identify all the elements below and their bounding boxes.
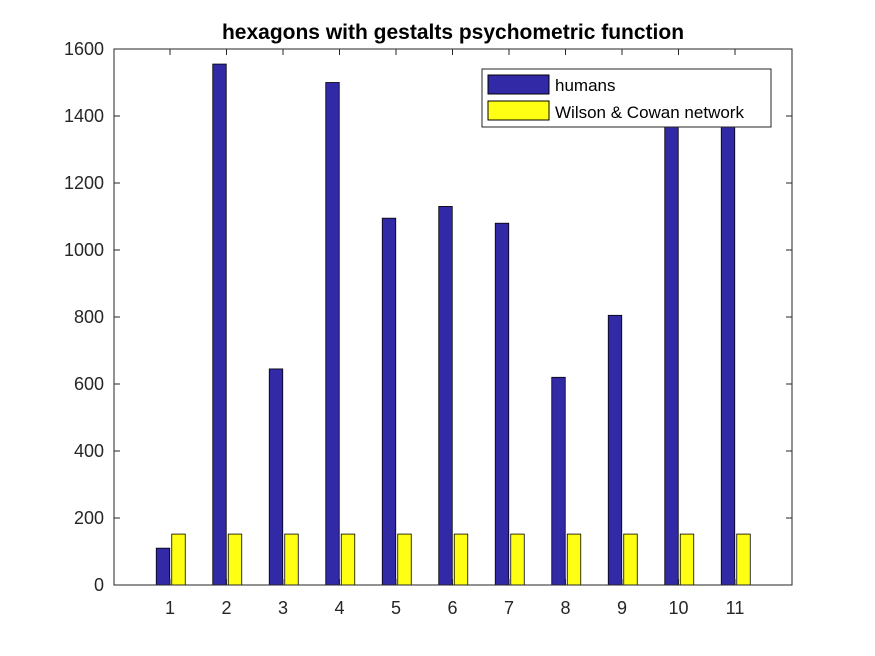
bar-wilson-cowan-7 [510, 533, 525, 586]
bar-wilson-cowan-9 [623, 533, 638, 586]
bar-humans-9 [607, 314, 623, 586]
y-tick-label-400: 400 [74, 441, 104, 461]
bar-humans-1 [155, 547, 171, 586]
x-tick-label-9: 9 [617, 598, 627, 618]
y-tick-label-0: 0 [94, 575, 104, 595]
x-tick-label-6: 6 [447, 598, 457, 618]
legend-label-wilson-cowan: Wilson & Cowan network [555, 103, 744, 122]
y-tick-label-1600: 1600 [64, 39, 104, 59]
bar-wilson-cowan-3 [284, 533, 299, 586]
bar-wilson-cowan-8 [566, 533, 582, 586]
legend: humans Wilson & Cowan network [481, 68, 772, 128]
bars-group [155, 63, 751, 586]
x-tick-label-10: 10 [668, 598, 688, 618]
axes-group: 0 200 400 600 800 1000 1200 1400 1600 1 2 3 4 5 6 7 8 9 10… [64, 39, 793, 618]
x-tick-label-5: 5 [391, 598, 401, 618]
bar-wilson-cowan-4 [340, 533, 356, 586]
y-tick-label-1200: 1200 [64, 173, 104, 193]
x-tick-label-4: 4 [334, 598, 344, 618]
bar-humans-5 [381, 217, 397, 586]
chart-title: hexagons with gestalts psychometric func… [222, 21, 684, 44]
legend-swatch-humans [487, 74, 550, 95]
x-tick-label-1: 1 [165, 598, 175, 618]
bar-wilson-cowan-11 [736, 533, 751, 586]
bar-humans-6 [438, 206, 453, 586]
bar-humans-8 [551, 376, 566, 586]
x-tick-label-8: 8 [560, 598, 570, 618]
bar-wilson-cowan-2 [227, 533, 243, 586]
legend-swatch-wilson-cowan [487, 100, 550, 121]
bar-humans-4 [325, 82, 340, 586]
bar-wilson-cowan-6 [453, 533, 469, 586]
bar-humans-11 [720, 122, 736, 586]
y-tick-label-800: 800 [74, 307, 104, 327]
y-tick-label-600: 600 [74, 374, 104, 394]
x-tick-label-3: 3 [278, 598, 288, 618]
x-tick-label-7: 7 [504, 598, 514, 618]
plot-area [114, 49, 792, 585]
x-tick-label-11: 11 [726, 598, 745, 618]
bar-wilson-cowan-10 [679, 533, 695, 586]
y-tick-label-1000: 1000 [64, 240, 104, 260]
bar-wilson-cowan-1 [171, 533, 186, 586]
y-tick-label-1400: 1400 [64, 106, 104, 126]
bar-humans-2 [212, 63, 227, 586]
x-tick-label-2: 2 [221, 598, 231, 618]
bar-humans-7 [494, 222, 510, 586]
bar-humans-3 [268, 368, 284, 586]
legend-label-humans: humans [555, 76, 615, 95]
bar-wilson-cowan-5 [397, 533, 412, 586]
y-tick-label-200: 200 [74, 508, 104, 528]
bar-humans-10 [664, 122, 679, 586]
